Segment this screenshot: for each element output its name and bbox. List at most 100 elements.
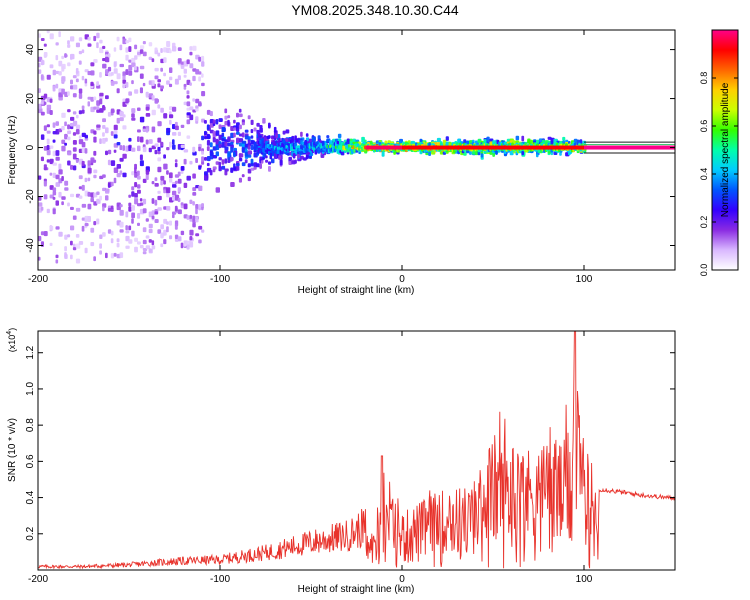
heatmap-cell <box>93 59 98 63</box>
heatmap-cell <box>67 130 72 135</box>
heatmap-cell <box>70 85 74 90</box>
heatmap-cell <box>43 125 47 131</box>
heatmap-cell <box>180 166 185 171</box>
heatmap-cell <box>43 93 48 99</box>
heatmap-cell <box>236 165 240 171</box>
heatmap-cell <box>201 61 205 67</box>
heatmap-cell <box>183 182 188 188</box>
heatmap-cell <box>276 149 280 154</box>
heatmap-cell <box>157 166 162 173</box>
heatmap-cell <box>305 155 309 160</box>
heatmap-cell <box>260 160 264 164</box>
heatmap-cell <box>209 111 213 117</box>
heatmap-cell <box>154 67 159 72</box>
heatmap-cell <box>148 147 152 153</box>
heatmap-cell <box>96 106 100 110</box>
heatmap-cell <box>61 145 66 152</box>
heatmap-cell <box>269 152 273 156</box>
heatmap-cell <box>212 137 216 143</box>
y-tick-label: 1.0 <box>25 382 36 396</box>
heatmap-cell <box>99 92 104 97</box>
heatmap-cell <box>195 216 199 223</box>
heatmap-cell <box>189 114 194 121</box>
heatmap-cell <box>55 129 60 135</box>
heatmap-cell <box>236 112 239 118</box>
heatmap-cell <box>81 184 85 191</box>
heatmap-cell <box>192 192 197 196</box>
heatmap-cell <box>125 69 129 75</box>
heatmap-cell <box>250 129 254 134</box>
heatmap-cell <box>189 229 194 236</box>
heatmap-cell <box>305 133 309 137</box>
heatmap-cell <box>99 243 102 249</box>
heatmap-cell <box>166 147 170 151</box>
heatmap-cell <box>250 144 254 150</box>
heatmap-cell <box>87 203 92 210</box>
heatmap-cell <box>139 136 144 143</box>
heatmap-cell <box>241 140 247 144</box>
y-tick-label: 0.4 <box>25 490 36 504</box>
heatmap-cell <box>72 132 77 136</box>
heatmap-cell <box>61 201 64 206</box>
heatmap-cell <box>131 117 136 121</box>
heatmap-cell <box>221 132 225 138</box>
heatmap-cell <box>148 139 153 144</box>
y-tick-label: 40 <box>25 44 36 56</box>
heatmap-cell <box>55 174 60 180</box>
heatmap-cell <box>212 119 216 124</box>
heatmap-cell <box>40 38 45 41</box>
heatmap-cell <box>38 175 42 180</box>
heatmap-cell <box>524 142 527 146</box>
heatmap-cell <box>151 80 155 87</box>
heatmap-cell <box>169 235 173 240</box>
heatmap-cell <box>119 44 123 51</box>
heatmap-cell <box>70 254 73 260</box>
heatmap-cell <box>294 159 297 164</box>
heatmap-cell <box>154 177 158 182</box>
heatmap-cell <box>387 140 391 144</box>
heatmap-cell <box>206 156 211 162</box>
heatmap-cell <box>70 240 73 246</box>
heatmap-cell <box>145 169 150 175</box>
heatmap-cell <box>49 172 53 176</box>
heatmap-cell <box>96 218 100 225</box>
heatmap-cell <box>275 133 278 139</box>
heatmap-cell <box>105 150 108 156</box>
heatmap-cell <box>230 157 234 161</box>
heatmap-cell <box>157 137 162 143</box>
heatmap-cell <box>99 72 102 78</box>
heatmap-cell <box>192 219 196 224</box>
heatmap-cell <box>253 127 257 132</box>
heatmap-cell <box>195 98 200 104</box>
heatmap-cell <box>75 114 79 119</box>
heatmap-cell <box>163 180 166 185</box>
heatmap-cell <box>137 184 141 189</box>
heatmap-cell <box>64 187 69 191</box>
heatmap-cell <box>93 169 98 174</box>
heatmap-cell <box>96 109 100 113</box>
heatmap-cell <box>256 122 260 127</box>
heatmap-cell <box>271 158 275 164</box>
heatmap-cell <box>70 164 74 170</box>
heatmap-cell <box>96 32 100 39</box>
heatmap-cell <box>55 156 60 161</box>
heatmap-cell <box>236 131 240 135</box>
heatmap-cell <box>40 206 44 211</box>
heatmap-cell <box>64 53 67 58</box>
heatmap-cell <box>157 207 162 211</box>
heatmap-cell <box>238 177 242 183</box>
heatmap-cell <box>52 122 56 128</box>
heatmap-cell <box>169 67 173 73</box>
heatmap-cell <box>139 116 145 123</box>
colorbar-tick-label: 0.6 <box>699 120 709 133</box>
heatmap-cell <box>40 111 45 116</box>
heatmap-cell <box>163 72 166 77</box>
heatmap-cell <box>166 170 169 175</box>
heatmap-cell <box>58 128 63 133</box>
heatmap-cell <box>64 246 67 252</box>
heatmap-cell <box>262 157 265 160</box>
heatmap-cell <box>49 33 54 40</box>
heatmap-cell <box>224 108 228 114</box>
heatmap-cell <box>282 130 286 135</box>
heatmap-cell <box>247 115 251 120</box>
